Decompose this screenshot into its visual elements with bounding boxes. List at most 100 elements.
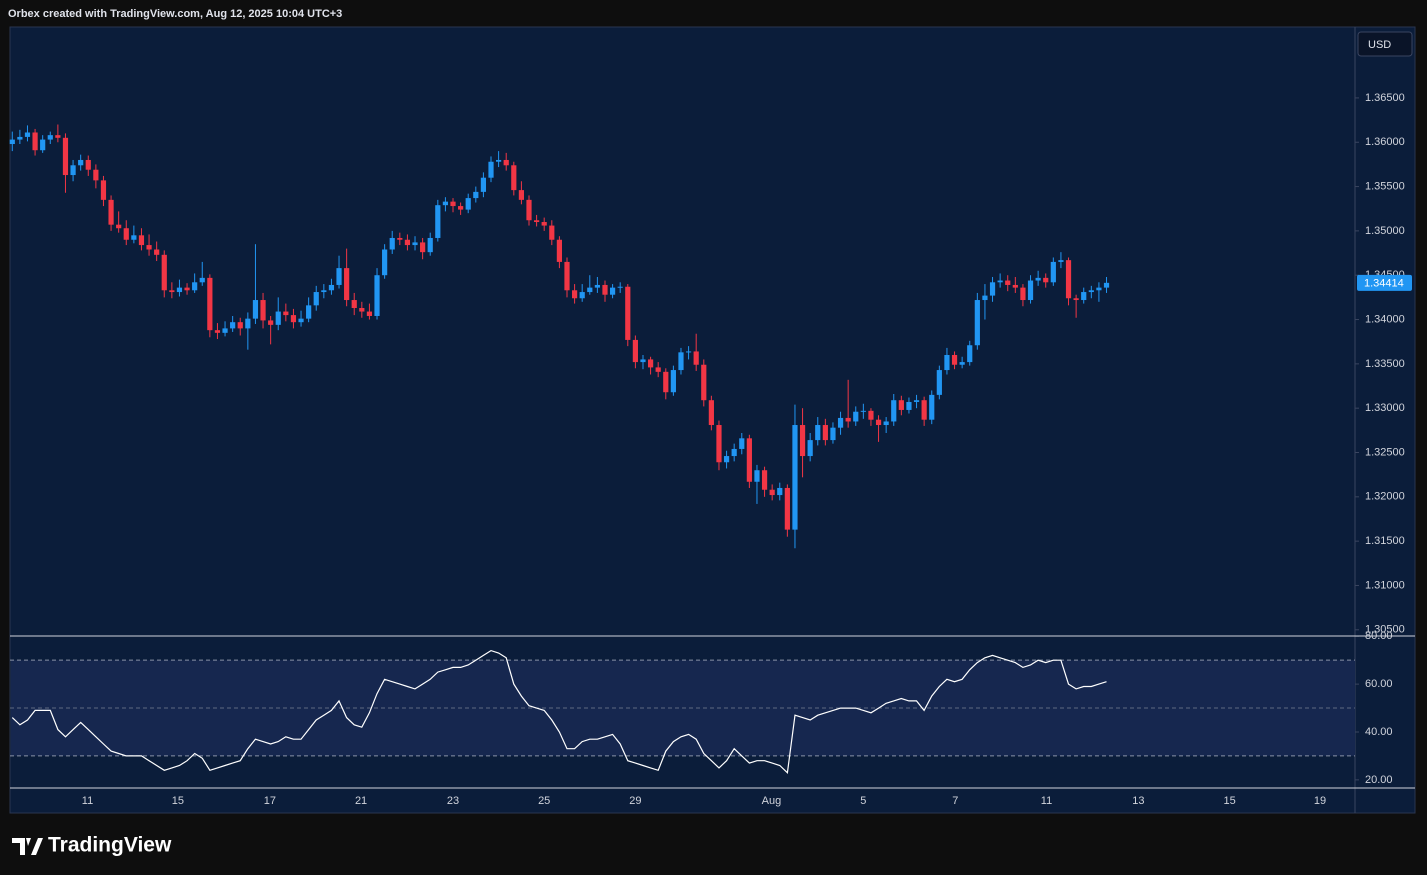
candle-body: [146, 245, 152, 250]
candle-body: [792, 425, 798, 530]
candle-body: [951, 354, 958, 365]
candle-body: [967, 345, 973, 363]
candle-body: [655, 367, 661, 372]
candle-body: [275, 311, 281, 325]
candle-body: [176, 287, 183, 293]
candle-body: [837, 417, 844, 428]
x-tick-label: 15: [172, 795, 184, 807]
candle-body: [640, 359, 646, 363]
candle-body: [230, 322, 236, 329]
candle-body: [1088, 290, 1094, 293]
candle-body: [746, 438, 752, 482]
candle-body: [480, 177, 487, 192]
candle-body: [344, 268, 350, 301]
candle-body: [632, 339, 638, 363]
candle-body: [898, 400, 904, 410]
candle-body: [936, 370, 942, 395]
y-tick-label: 40.00: [1365, 726, 1393, 738]
candle-body: [716, 425, 722, 463]
candle-body: [822, 425, 828, 441]
candle-body: [207, 277, 213, 331]
candle-body: [55, 135, 61, 138]
logo: TradingView: [12, 834, 172, 857]
candle-body: [1103, 282, 1110, 288]
y-tick-label: 1.36500: [1365, 92, 1405, 104]
candle-body: [526, 199, 532, 221]
candle-body: [427, 237, 433, 253]
candle-body: [458, 206, 464, 210]
candle-body: [435, 205, 441, 238]
x-tick-label: 25: [538, 795, 550, 807]
candle-body: [442, 201, 449, 206]
candle-body: [647, 359, 654, 368]
candle-body: [777, 487, 783, 496]
candle-body: [511, 165, 517, 191]
header: Orbex created with TradingView.com, Aug …: [8, 8, 342, 20]
rsi-line: [11, 649, 1107, 774]
candle-body: [450, 201, 456, 207]
candle-body: [93, 169, 99, 181]
currency: USD: [1368, 39, 1391, 51]
y-tick-label: 1.31000: [1365, 579, 1405, 591]
candle-body: [807, 440, 813, 457]
candle-body: [1081, 292, 1087, 301]
x-tick-label: 7: [952, 795, 958, 807]
candle-body: [1065, 260, 1072, 299]
x-tick-label: 23: [447, 795, 459, 807]
candle-body: [108, 199, 114, 225]
candle-body: [473, 191, 479, 199]
candle-body: [1096, 287, 1102, 291]
candle-body: [268, 320, 274, 325]
candle-body: [913, 400, 920, 402]
candle-body: [389, 237, 395, 250]
candle-body: [944, 354, 950, 371]
candle-body: [534, 220, 540, 223]
candle-body: [24, 132, 31, 137]
y-tick-label: 1.35500: [1365, 180, 1405, 192]
currency-box[interactable]: [1357, 31, 1413, 57]
candle-body: [321, 290, 327, 293]
candle-body: [799, 425, 806, 457]
y-tick-label: 1.34000: [1365, 313, 1405, 325]
x-tick-label: 21: [355, 795, 367, 807]
candle-body: [723, 456, 730, 463]
candle-body: [868, 410, 874, 420]
candle-body: [594, 284, 600, 288]
candle-body: [845, 417, 851, 422]
candle-body: [503, 159, 509, 166]
candle-body: [625, 286, 631, 340]
candle-body: [32, 132, 38, 151]
x-tick-label: 11: [1041, 795, 1052, 807]
candle-body: [701, 364, 707, 401]
candle-body: [382, 249, 388, 276]
candle-body: [496, 159, 502, 162]
candle-body: [853, 411, 859, 422]
x-tick-label: 17: [264, 795, 276, 807]
candle-body: [306, 305, 312, 319]
candle-body: [138, 235, 145, 246]
x-tick-label: 5: [860, 795, 866, 807]
candle-body: [921, 400, 927, 420]
y-tick-label: 1.35000: [1365, 225, 1405, 237]
candle-body: [131, 235, 137, 240]
candle-body: [1043, 277, 1049, 283]
candle-body: [693, 351, 699, 365]
candle-body: [116, 224, 122, 229]
candle-body: [351, 300, 357, 309]
candle-body: [556, 239, 562, 262]
candle-body: [78, 159, 84, 166]
candle-body: [397, 237, 403, 240]
y-tick-label: 20.00: [1365, 774, 1393, 786]
x-tick-label: 29: [629, 795, 641, 807]
candle-body: [252, 300, 259, 319]
candle-body: [123, 228, 129, 240]
candle-body: [1005, 280, 1011, 285]
candle-body: [199, 277, 205, 283]
x-tick-label: 11: [82, 795, 93, 807]
candle-body: [883, 421, 889, 426]
candle-body: [313, 292, 319, 306]
candle-body: [564, 261, 570, 291]
candle-body: [404, 239, 411, 246]
